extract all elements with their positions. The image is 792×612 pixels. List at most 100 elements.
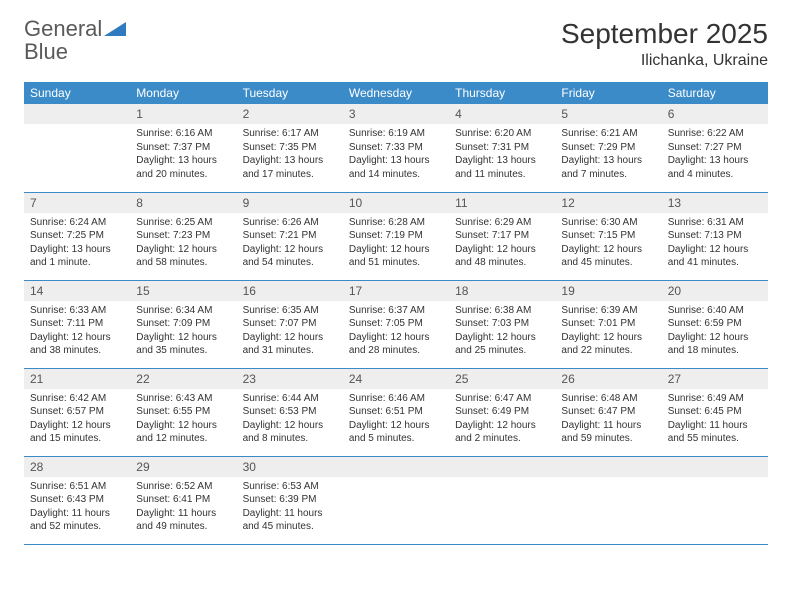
- day-number: 16: [237, 281, 343, 301]
- day-details: Sunrise: 6:43 AMSunset: 6:55 PMDaylight:…: [130, 389, 236, 451]
- day-details: Sunrise: 6:52 AMSunset: 6:41 PMDaylight:…: [130, 477, 236, 539]
- title-block: September 2025 Ilichanka, Ukraine: [561, 18, 768, 70]
- calendar-week: 21Sunrise: 6:42 AMSunset: 6:57 PMDayligh…: [24, 368, 768, 456]
- calendar-cell: [449, 456, 555, 544]
- calendar-cell: 5Sunrise: 6:21 AMSunset: 7:29 PMDaylight…: [555, 104, 661, 192]
- brand-word-1: General: [24, 16, 102, 41]
- day-number: 1: [130, 104, 236, 124]
- day-number: 17: [343, 281, 449, 301]
- day-number: 6: [662, 104, 768, 124]
- day-number: 5: [555, 104, 661, 124]
- calendar-cell: 2Sunrise: 6:17 AMSunset: 7:35 PMDaylight…: [237, 104, 343, 192]
- calendar-week: 28Sunrise: 6:51 AMSunset: 6:43 PMDayligh…: [24, 456, 768, 544]
- day-number: 25: [449, 369, 555, 389]
- day-details: Sunrise: 6:42 AMSunset: 6:57 PMDaylight:…: [24, 389, 130, 451]
- day-details: Sunrise: 6:37 AMSunset: 7:05 PMDaylight:…: [343, 301, 449, 363]
- calendar-cell: 29Sunrise: 6:52 AMSunset: 6:41 PMDayligh…: [130, 456, 236, 544]
- header: General Blue September 2025 Ilichanka, U…: [24, 18, 768, 70]
- day-number: 24: [343, 369, 449, 389]
- day-details: Sunrise: 6:28 AMSunset: 7:19 PMDaylight:…: [343, 213, 449, 275]
- day-number: 9: [237, 193, 343, 213]
- calendar-body: 1Sunrise: 6:16 AMSunset: 7:37 PMDaylight…: [24, 104, 768, 544]
- weekday-header: Thursday: [449, 82, 555, 104]
- day-number-empty: [343, 457, 449, 477]
- calendar-cell: 22Sunrise: 6:43 AMSunset: 6:55 PMDayligh…: [130, 368, 236, 456]
- calendar-cell: 16Sunrise: 6:35 AMSunset: 7:07 PMDayligh…: [237, 280, 343, 368]
- day-details: Sunrise: 6:19 AMSunset: 7:33 PMDaylight:…: [343, 124, 449, 186]
- day-details: Sunrise: 6:39 AMSunset: 7:01 PMDaylight:…: [555, 301, 661, 363]
- weekday-header: Wednesday: [343, 82, 449, 104]
- weekday-header: Saturday: [662, 82, 768, 104]
- day-number-empty: [555, 457, 661, 477]
- day-number: 8: [130, 193, 236, 213]
- calendar-cell: 13Sunrise: 6:31 AMSunset: 7:13 PMDayligh…: [662, 192, 768, 280]
- day-number: 18: [449, 281, 555, 301]
- day-number: 21: [24, 369, 130, 389]
- day-number: 7: [24, 193, 130, 213]
- calendar-cell: 11Sunrise: 6:29 AMSunset: 7:17 PMDayligh…: [449, 192, 555, 280]
- calendar-week: 7Sunrise: 6:24 AMSunset: 7:25 PMDaylight…: [24, 192, 768, 280]
- weekday-header-row: SundayMondayTuesdayWednesdayThursdayFrid…: [24, 82, 768, 104]
- weekday-header: Sunday: [24, 82, 130, 104]
- day-details: Sunrise: 6:26 AMSunset: 7:21 PMDaylight:…: [237, 213, 343, 275]
- day-number: 28: [24, 457, 130, 477]
- day-details: Sunrise: 6:47 AMSunset: 6:49 PMDaylight:…: [449, 389, 555, 451]
- calendar-week: 14Sunrise: 6:33 AMSunset: 7:11 PMDayligh…: [24, 280, 768, 368]
- day-details: Sunrise: 6:30 AMSunset: 7:15 PMDaylight:…: [555, 213, 661, 275]
- calendar-cell: 30Sunrise: 6:53 AMSunset: 6:39 PMDayligh…: [237, 456, 343, 544]
- day-number: 20: [662, 281, 768, 301]
- day-number: 29: [130, 457, 236, 477]
- weekday-header: Monday: [130, 82, 236, 104]
- day-number: 13: [662, 193, 768, 213]
- weekday-header: Friday: [555, 82, 661, 104]
- location-label: Ilichanka, Ukraine: [561, 52, 768, 70]
- brand-word-2: Blue: [24, 39, 68, 64]
- calendar-cell: [662, 456, 768, 544]
- day-number-empty: [662, 457, 768, 477]
- day-number: 15: [130, 281, 236, 301]
- day-number: 27: [662, 369, 768, 389]
- calendar-cell: 27Sunrise: 6:49 AMSunset: 6:45 PMDayligh…: [662, 368, 768, 456]
- calendar-cell: 7Sunrise: 6:24 AMSunset: 7:25 PMDaylight…: [24, 192, 130, 280]
- calendar-cell: 18Sunrise: 6:38 AMSunset: 7:03 PMDayligh…: [449, 280, 555, 368]
- calendar-cell: 4Sunrise: 6:20 AMSunset: 7:31 PMDaylight…: [449, 104, 555, 192]
- day-details: Sunrise: 6:20 AMSunset: 7:31 PMDaylight:…: [449, 124, 555, 186]
- day-number: 11: [449, 193, 555, 213]
- day-details: Sunrise: 6:35 AMSunset: 7:07 PMDaylight:…: [237, 301, 343, 363]
- calendar-cell: 9Sunrise: 6:26 AMSunset: 7:21 PMDaylight…: [237, 192, 343, 280]
- day-number: 23: [237, 369, 343, 389]
- day-number: 26: [555, 369, 661, 389]
- day-details: Sunrise: 6:33 AMSunset: 7:11 PMDaylight:…: [24, 301, 130, 363]
- day-details: Sunrise: 6:46 AMSunset: 6:51 PMDaylight:…: [343, 389, 449, 451]
- calendar-cell: 21Sunrise: 6:42 AMSunset: 6:57 PMDayligh…: [24, 368, 130, 456]
- day-number-empty: [449, 457, 555, 477]
- calendar-cell: 15Sunrise: 6:34 AMSunset: 7:09 PMDayligh…: [130, 280, 236, 368]
- day-details: Sunrise: 6:21 AMSunset: 7:29 PMDaylight:…: [555, 124, 661, 186]
- day-details: Sunrise: 6:22 AMSunset: 7:27 PMDaylight:…: [662, 124, 768, 186]
- calendar-cell: 25Sunrise: 6:47 AMSunset: 6:49 PMDayligh…: [449, 368, 555, 456]
- day-details: Sunrise: 6:44 AMSunset: 6:53 PMDaylight:…: [237, 389, 343, 451]
- day-details: Sunrise: 6:31 AMSunset: 7:13 PMDaylight:…: [662, 213, 768, 275]
- day-details: Sunrise: 6:38 AMSunset: 7:03 PMDaylight:…: [449, 301, 555, 363]
- day-details: Sunrise: 6:51 AMSunset: 6:43 PMDaylight:…: [24, 477, 130, 539]
- brand-triangle-icon: [104, 20, 126, 41]
- day-details: Sunrise: 6:53 AMSunset: 6:39 PMDaylight:…: [237, 477, 343, 539]
- calendar-cell: 26Sunrise: 6:48 AMSunset: 6:47 PMDayligh…: [555, 368, 661, 456]
- day-number: 2: [237, 104, 343, 124]
- calendar-cell: 28Sunrise: 6:51 AMSunset: 6:43 PMDayligh…: [24, 456, 130, 544]
- day-number: 3: [343, 104, 449, 124]
- day-details: Sunrise: 6:40 AMSunset: 6:59 PMDaylight:…: [662, 301, 768, 363]
- day-details: Sunrise: 6:16 AMSunset: 7:37 PMDaylight:…: [130, 124, 236, 186]
- day-number-empty: [24, 104, 130, 124]
- calendar-cell: 12Sunrise: 6:30 AMSunset: 7:15 PMDayligh…: [555, 192, 661, 280]
- calendar-cell: 17Sunrise: 6:37 AMSunset: 7:05 PMDayligh…: [343, 280, 449, 368]
- calendar-cell: 1Sunrise: 6:16 AMSunset: 7:37 PMDaylight…: [130, 104, 236, 192]
- day-details: Sunrise: 6:17 AMSunset: 7:35 PMDaylight:…: [237, 124, 343, 186]
- calendar-cell: 10Sunrise: 6:28 AMSunset: 7:19 PMDayligh…: [343, 192, 449, 280]
- calendar-cell: 3Sunrise: 6:19 AMSunset: 7:33 PMDaylight…: [343, 104, 449, 192]
- day-number: 12: [555, 193, 661, 213]
- day-number: 30: [237, 457, 343, 477]
- calendar-table: SundayMondayTuesdayWednesdayThursdayFrid…: [24, 82, 768, 545]
- calendar-cell: 24Sunrise: 6:46 AMSunset: 6:51 PMDayligh…: [343, 368, 449, 456]
- month-title: September 2025: [561, 18, 768, 50]
